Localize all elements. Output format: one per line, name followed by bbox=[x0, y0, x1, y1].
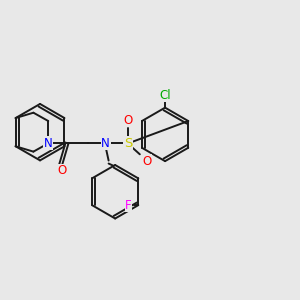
Text: F: F bbox=[125, 199, 132, 212]
Text: Cl: Cl bbox=[159, 89, 171, 102]
Text: O: O bbox=[57, 164, 67, 178]
Text: O: O bbox=[123, 114, 133, 127]
Text: S: S bbox=[124, 137, 132, 150]
Text: N: N bbox=[101, 137, 110, 150]
Text: N: N bbox=[44, 137, 52, 150]
Text: O: O bbox=[142, 154, 151, 168]
